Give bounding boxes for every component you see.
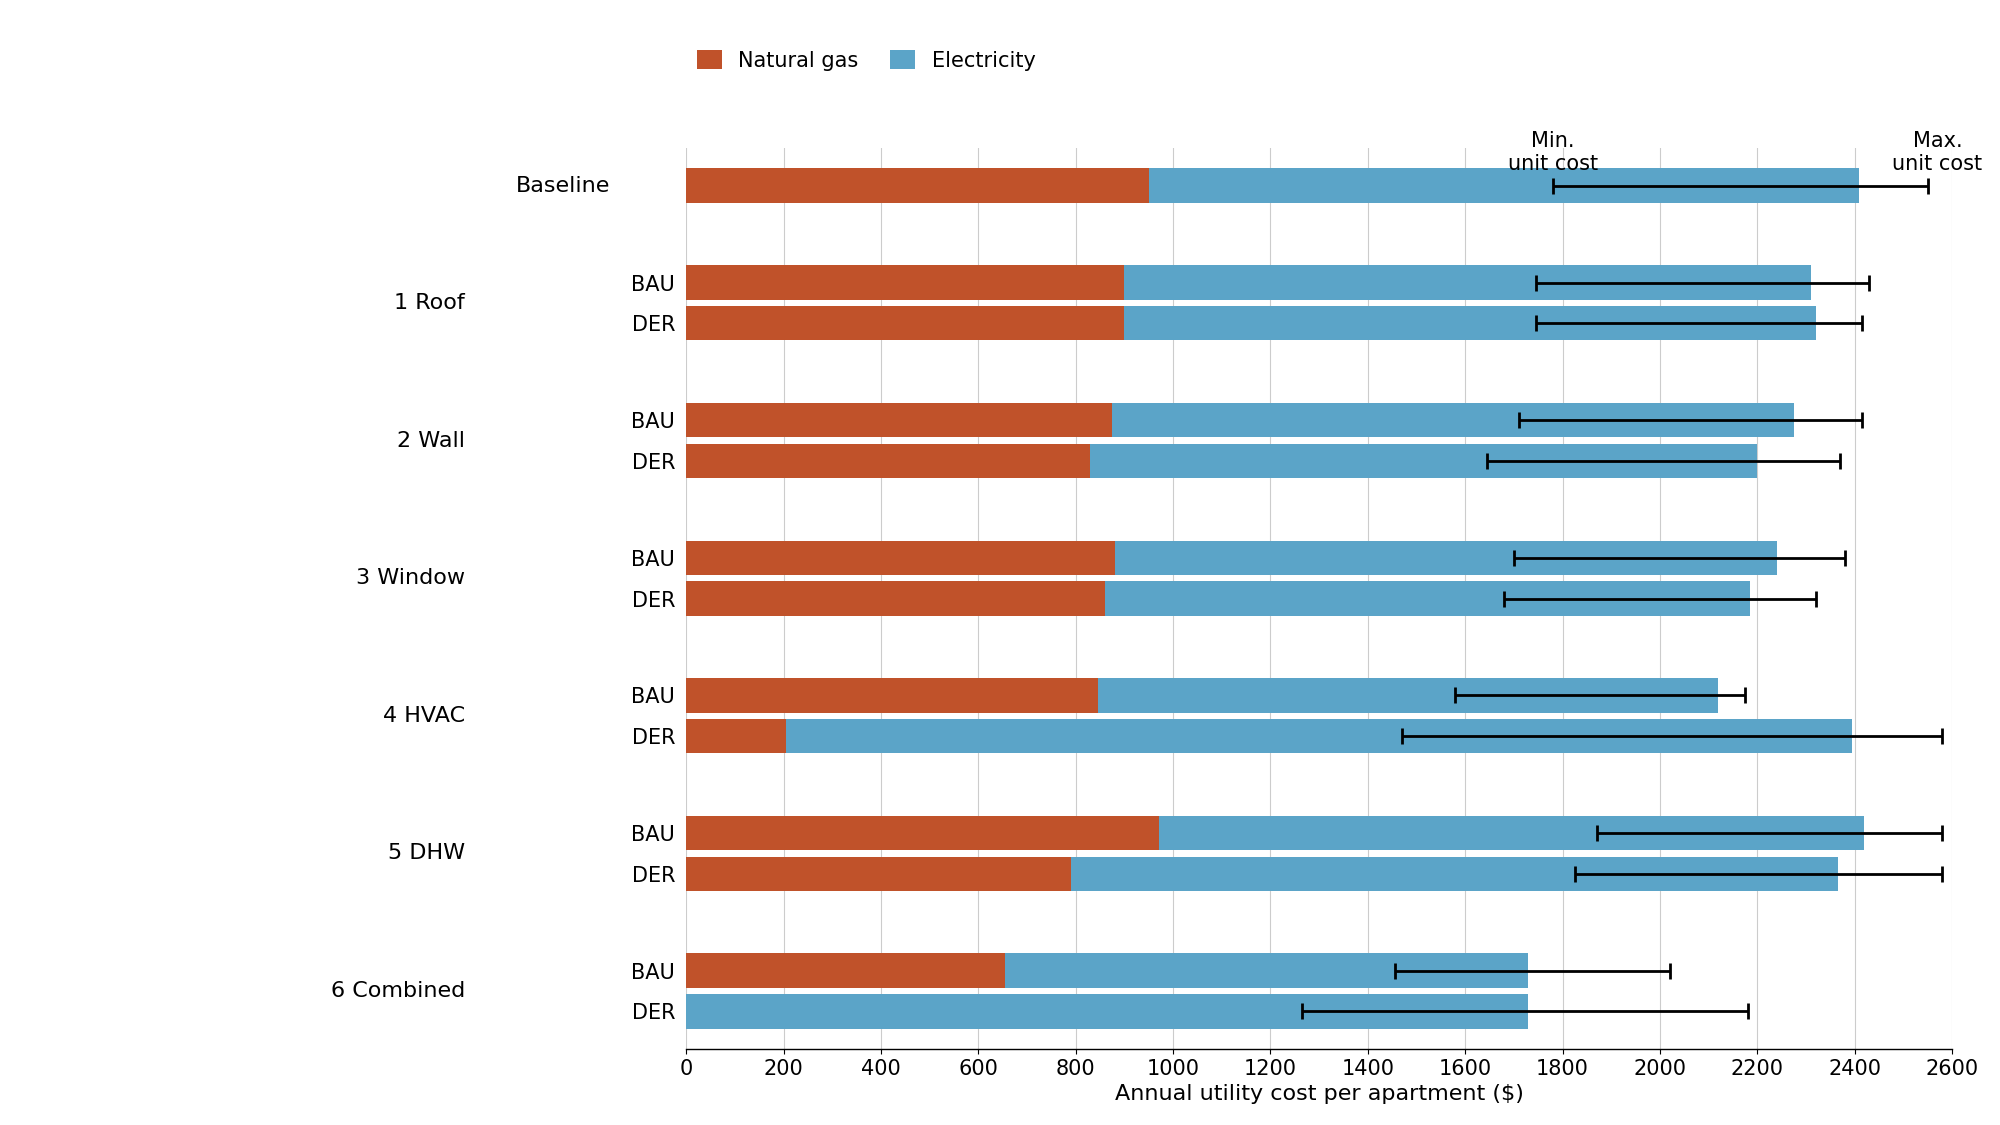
Bar	[686, 403, 1112, 438]
Text: 3 Window: 3 Window	[356, 568, 464, 588]
Text: Max.
unit cost: Max. unit cost	[1892, 132, 1982, 174]
Bar	[686, 582, 1104, 615]
Bar	[1112, 403, 1794, 438]
Bar	[1098, 678, 1718, 712]
Bar	[686, 678, 1098, 712]
Bar	[1124, 306, 1816, 341]
X-axis label: Annual utility cost per apartment ($): Annual utility cost per apartment ($)	[1114, 1084, 1524, 1104]
Bar	[686, 541, 1114, 575]
Text: 6 Combined: 6 Combined	[330, 981, 464, 1001]
Bar	[686, 816, 1158, 850]
Bar	[786, 719, 1852, 754]
Bar	[1090, 443, 1758, 478]
Bar	[1148, 169, 1860, 202]
Bar	[686, 719, 786, 754]
Bar	[1114, 541, 1776, 575]
Bar	[1124, 266, 1810, 299]
Text: 4 HVAC: 4 HVAC	[382, 705, 464, 726]
Text: 1 Roof: 1 Roof	[394, 292, 464, 313]
Text: Min.
unit cost: Min. unit cost	[1508, 132, 1598, 174]
Bar	[686, 994, 1528, 1028]
Text: 5 DHW: 5 DHW	[388, 844, 464, 863]
Bar	[1006, 954, 1528, 988]
Bar	[1104, 582, 1750, 615]
Bar	[686, 954, 1006, 988]
Legend: Natural gas, Electricity: Natural gas, Electricity	[696, 51, 1036, 71]
Text: Baseline: Baseline	[516, 176, 610, 196]
Bar	[686, 169, 1148, 202]
Bar	[686, 266, 1124, 299]
Text: 2 Wall: 2 Wall	[396, 431, 464, 450]
Bar	[686, 856, 1070, 891]
Bar	[686, 306, 1124, 341]
Bar	[1158, 816, 1864, 850]
Bar	[1070, 856, 1838, 891]
Bar	[686, 443, 1090, 478]
